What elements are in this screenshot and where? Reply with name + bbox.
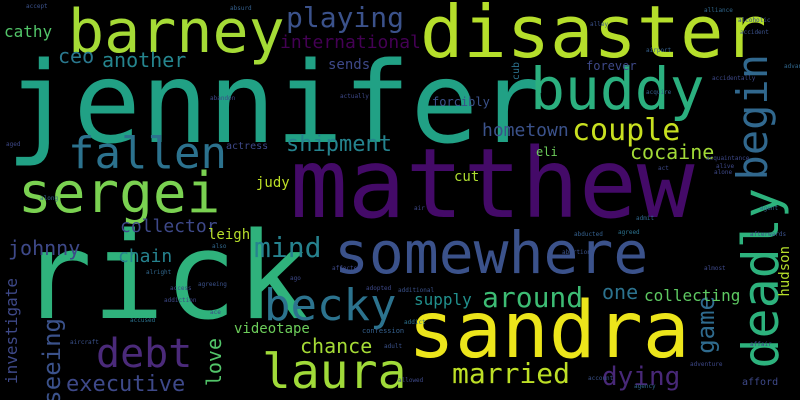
word-seeing: seeing: [38, 318, 66, 400]
word-acquaintance: acquaintance: [706, 155, 750, 162]
word-abducted: abducted: [574, 231, 603, 238]
word-alcoholic: alcoholic: [738, 17, 771, 24]
word-love: love: [202, 338, 226, 387]
word-accidentally: accidentally: [712, 75, 756, 82]
word-adult: adult: [384, 343, 403, 350]
word-aircraft: aircraft: [70, 339, 99, 346]
word-allowed: allowed: [398, 377, 424, 384]
word-buddy: buddy: [530, 55, 705, 123]
word-addict: addict: [404, 319, 426, 326]
word-becky: becky: [264, 280, 397, 331]
word-alley: alley: [590, 21, 609, 28]
word-aged: aged: [6, 141, 21, 148]
word-access: access: [170, 285, 192, 292]
word-supply: supply: [414, 290, 472, 309]
word-actually: actually: [340, 93, 369, 100]
word-alive: alive: [716, 163, 735, 170]
word-ago: ago: [290, 275, 301, 282]
word-one: one: [602, 280, 639, 304]
word-around: around: [482, 281, 584, 314]
word-cub: cub: [511, 62, 522, 81]
word-sends: sends: [328, 57, 371, 73]
word-another: another: [102, 48, 187, 72]
word-addiction: addiction: [164, 297, 197, 304]
word-executive: executive: [66, 372, 186, 397]
word-cathy: cathy: [4, 22, 53, 41]
word-act: act: [658, 165, 669, 172]
word-also: also: [212, 243, 227, 250]
word-leigh: leigh: [208, 227, 251, 243]
word-disaster: disaster: [420, 0, 767, 74]
word-affair: affair: [750, 341, 772, 348]
word-laura: laura: [262, 344, 407, 400]
word-account: account: [588, 375, 614, 382]
word-admit: admit: [636, 215, 655, 222]
word-international: international: [280, 32, 421, 53]
word-hudson: hudson: [777, 246, 793, 297]
word-ace: ace: [210, 309, 221, 316]
word-alright: alright: [146, 269, 172, 276]
word-confession: confession: [362, 327, 405, 335]
word-shipment: shipment: [286, 132, 392, 157]
word-airport: airport: [646, 47, 672, 54]
word-eli: eli: [536, 145, 558, 159]
word-johnny: johnny: [8, 236, 81, 260]
word-accident: accident: [740, 29, 769, 36]
word-chance: chance: [300, 334, 373, 358]
word-agency: agency: [634, 383, 656, 390]
word-rick: rick: [20, 208, 309, 347]
word-additional: additional: [398, 287, 435, 294]
word-somewhere: somewhere: [334, 219, 649, 287]
word-agreeing: agreeing: [198, 281, 227, 288]
word-sergei: sergei: [18, 161, 221, 226]
word-sandra: sandra: [408, 286, 690, 376]
word-actress: actress: [226, 141, 269, 152]
word-air: air: [414, 205, 425, 212]
word-mind: mind: [254, 231, 322, 264]
word-alone: alone: [714, 169, 733, 176]
word-accused: accused: [130, 317, 156, 324]
word-matthew: matthew: [290, 128, 695, 240]
word-along: along: [40, 195, 59, 202]
word-almost: almost: [704, 265, 726, 272]
word-accept: accept: [26, 3, 48, 10]
word-alliance: alliance: [704, 7, 733, 14]
word-married: married: [452, 357, 571, 390]
word-adventure: adventure: [690, 361, 723, 368]
word-playing: playing: [286, 1, 405, 34]
word-dying: dying: [602, 362, 681, 392]
word-agreed: agreed: [618, 229, 640, 236]
word-affected: affected: [332, 265, 361, 272]
word-cut: cut: [454, 169, 480, 185]
word-afterwards: afterwards: [750, 231, 787, 238]
word-jennifer: jennifer: [6, 39, 546, 169]
word-ceo: ceo: [58, 44, 95, 68]
word-agent: agent: [760, 205, 779, 212]
word-abortion: abortion: [562, 249, 591, 256]
word-advantage: advantage: [784, 63, 800, 70]
word-cocaine: cocaine: [630, 140, 715, 164]
word-absurd: absurd: [230, 5, 252, 12]
word-barney: barney: [68, 0, 285, 67]
word-videotape: videotape: [234, 321, 310, 337]
word-hometown: hometown: [482, 120, 569, 141]
word-investigate: investigate: [2, 278, 21, 384]
word-fallen: fallen: [68, 128, 227, 179]
word-collecting: collecting: [644, 286, 741, 305]
word-judy: judy: [256, 175, 290, 191]
word-forcibly: forcibly: [432, 95, 490, 109]
word-abandon: abandon: [210, 95, 236, 102]
word-collector: collector: [120, 216, 218, 237]
word-forever: forever: [586, 59, 637, 73]
word-chain: chain: [118, 246, 173, 267]
word-afford: afford: [742, 377, 779, 388]
word-debt: debt: [96, 331, 193, 377]
word-adopted: adopted: [366, 285, 392, 292]
word-acquire: acquire: [646, 89, 672, 96]
word-couple: couple: [572, 113, 681, 148]
